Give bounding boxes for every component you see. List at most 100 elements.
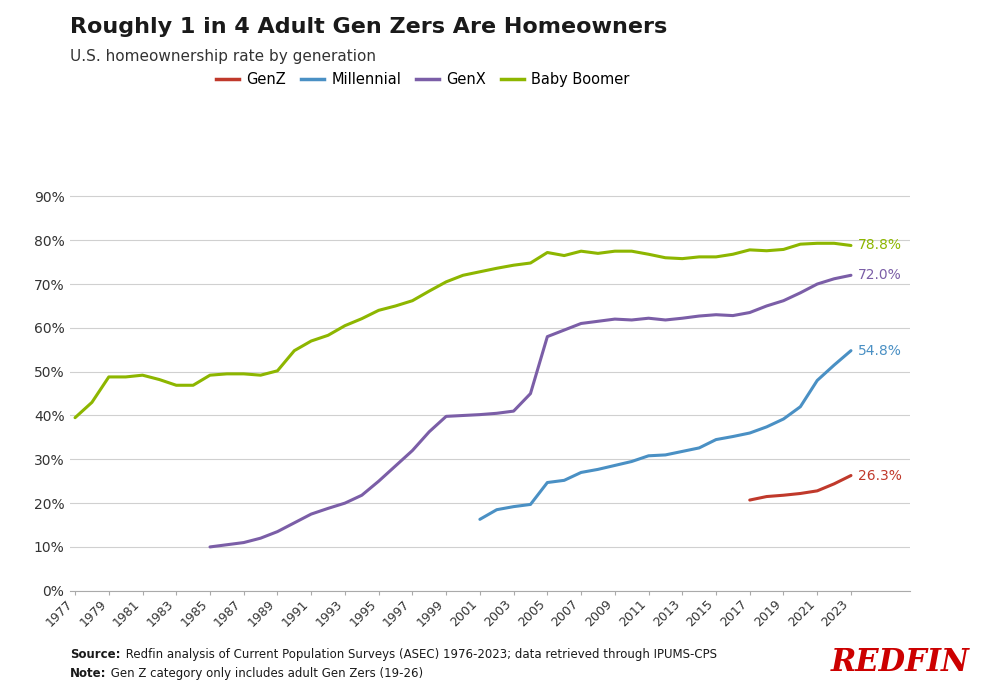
Millennial [491,505,503,514]
Millennial [761,423,773,431]
Baby Boomer [255,371,267,379]
Millennial [508,502,520,511]
Millennial [676,448,688,456]
GenX [305,510,317,518]
Baby Boomer [474,268,486,276]
Millennial [575,468,587,477]
GenZ [845,471,857,480]
Baby Boomer [390,302,402,310]
Baby Boomer [761,247,773,255]
GenX [693,312,705,320]
GenX [541,332,553,341]
Baby Boomer [457,271,469,279]
Millennial [643,452,655,460]
Baby Boomer [103,373,115,381]
Baby Boomer [592,250,604,258]
Baby Boomer [575,247,587,255]
GenZ [794,489,806,498]
GenX [811,280,823,288]
GenX [423,427,435,436]
Baby Boomer [676,254,688,263]
Millennial [744,429,756,437]
GenZ [811,486,823,495]
GenX [592,317,604,325]
GenX [777,297,789,305]
Line: Baby Boomer: Baby Boomer [75,243,851,418]
GenX [356,491,368,500]
Text: 26.3%: 26.3% [858,468,902,482]
GenX [474,411,486,419]
Millennial [558,476,570,484]
Baby Boomer [137,371,149,379]
GenX [828,275,840,283]
Millennial [474,515,486,523]
Baby Boomer [322,331,334,339]
GenX [457,411,469,420]
Baby Boomer [238,370,250,378]
Baby Boomer [271,367,283,375]
GenX [221,541,233,549]
Baby Boomer [187,381,199,389]
GenZ [761,492,773,500]
Text: 78.8%: 78.8% [858,238,902,252]
GenX [626,316,638,324]
GenX [761,302,773,310]
Baby Boomer [558,252,570,260]
GenX [288,518,300,527]
Baby Boomer [541,248,553,256]
Baby Boomer [777,245,789,254]
GenX [609,315,621,323]
Baby Boomer [643,250,655,259]
GenX [491,409,503,418]
Millennial [524,500,536,509]
Text: REDFIN: REDFIN [831,646,970,678]
Baby Boomer [440,278,452,286]
GenX [406,446,418,455]
GenX [643,314,655,322]
Baby Boomer [508,261,520,270]
GenZ [777,491,789,500]
Baby Boomer [710,253,722,261]
Baby Boomer [693,253,705,261]
Baby Boomer [288,347,300,355]
Baby Boomer [86,398,98,407]
Baby Boomer [845,241,857,250]
Baby Boomer [339,322,351,330]
GenX [558,326,570,334]
Line: Millennial: Millennial [480,351,851,519]
GenX [255,534,267,542]
Baby Boomer [524,259,536,267]
GenX [575,319,587,327]
Baby Boomer [204,371,216,379]
Millennial [693,443,705,452]
GenX [744,309,756,317]
Line: GenX: GenX [210,275,851,547]
Text: Redfin analysis of Current Population Surveys (ASEC) 1976-2023; data retrieved t: Redfin analysis of Current Population Su… [122,648,717,661]
GenX [373,477,385,485]
Baby Boomer [373,306,385,315]
Baby Boomer [356,314,368,322]
Text: Roughly 1 in 4 Adult Gen Zers Are Homeowners: Roughly 1 in 4 Adult Gen Zers Are Homeow… [70,17,667,38]
Baby Boomer [626,247,638,255]
Text: 54.8%: 54.8% [858,343,902,358]
Millennial [626,457,638,466]
Baby Boomer [120,373,132,381]
GenX [794,288,806,297]
Millennial [828,361,840,369]
Text: Note:: Note: [70,667,106,680]
GenX [440,412,452,420]
Text: U.S. homeownership rate by generation: U.S. homeownership rate by generation [70,49,376,64]
Millennial [592,465,604,473]
Millennial [710,435,722,444]
Millennial [811,376,823,384]
Millennial [794,402,806,411]
Baby Boomer [794,240,806,248]
Baby Boomer [221,370,233,378]
Millennial [541,478,553,486]
Baby Boomer [491,264,503,272]
Baby Boomer [305,337,317,345]
Baby Boomer [406,297,418,305]
GenX [339,499,351,507]
GenX [659,316,671,324]
GenX [204,543,216,551]
